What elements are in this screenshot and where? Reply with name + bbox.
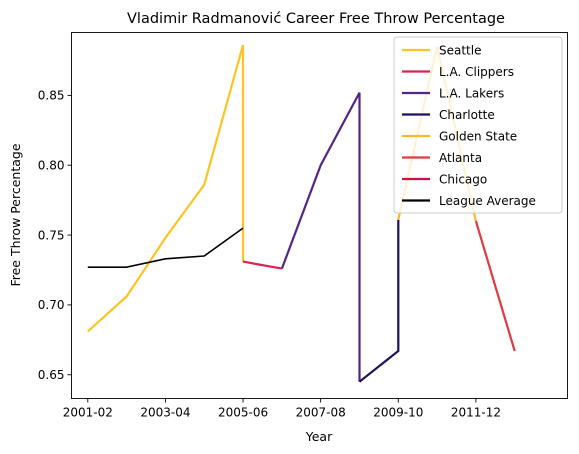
series-lines (87, 44, 516, 383)
x-axis-label: Year (305, 429, 333, 444)
y-axis-ticks: 0.65 0.70 0.75 0.80 0.85 (38, 89, 72, 382)
y-tick-label: 0.65 (38, 368, 65, 382)
x-tick-label: 2011-12 (451, 406, 501, 420)
legend-box (393, 36, 563, 214)
legend-label: Charlotte (439, 108, 495, 122)
legend-label: L.A. Lakers (439, 86, 504, 100)
x-tick-label: 2007-08 (296, 406, 346, 420)
legend-label: L.A. Clippers (439, 65, 514, 79)
legend-label: League Average (439, 194, 536, 208)
chart-title: Vladimir Radmanović Career Free Throw Pe… (127, 11, 505, 27)
y-tick-label: 0.85 (38, 89, 65, 103)
series-line-5 (474, 220, 516, 352)
x-tick-label: 2001-02 (63, 406, 113, 420)
y-axis-label: Free Throw Percentage (8, 143, 23, 286)
series-line-3 (358, 219, 400, 383)
legend: Seattle L.A. Clippers L.A. Lakers Charlotte… (393, 36, 563, 214)
x-axis-ticks: 2001-02 2003-04 2005-06 2007-08 2009-10 2011-… (63, 398, 501, 420)
y-tick-label: 0.75 (38, 228, 65, 242)
legend-label: Seattle (439, 43, 481, 57)
series-line-2 (280, 92, 361, 382)
series-line-1 (242, 260, 283, 270)
x-tick-label: 2009-10 (373, 406, 423, 420)
y-tick-label: 0.80 (38, 159, 65, 173)
legend-label: Atlanta (439, 151, 482, 165)
series-line-7 (87, 227, 244, 268)
x-tick-label: 2005-06 (218, 406, 268, 420)
plot-frame (71, 32, 568, 399)
legend-label: Golden State (439, 129, 517, 143)
y-tick-label: 0.70 (38, 298, 65, 312)
legend-label: Chicago (439, 172, 487, 186)
series-line-0 (87, 44, 245, 333)
x-tick-label: 2003-04 (140, 406, 190, 420)
